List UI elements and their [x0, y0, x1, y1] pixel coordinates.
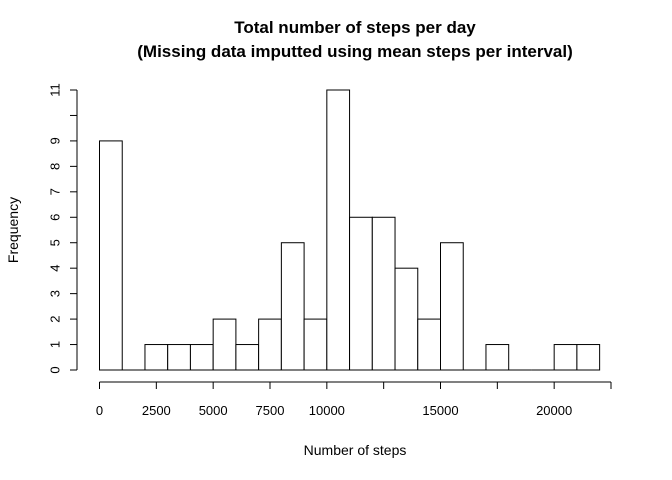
y-axis-label: Frequency [5, 197, 21, 263]
x-tick-label: 10000 [309, 403, 345, 418]
y-tick-label: 6 [48, 214, 63, 221]
y-tick-label: 2 [48, 315, 63, 322]
histogram-bar-4 [189, 344, 214, 371]
y-tick-label: 3 [48, 290, 63, 297]
histogram-bar-8 [280, 242, 305, 371]
y-tick-label: 8 [48, 163, 63, 170]
y-tick-label: 1 [48, 341, 63, 348]
histogram-bar-17 [485, 344, 510, 371]
x-tick-label: 20000 [536, 403, 572, 418]
x-tick-label: 5000 [199, 403, 228, 418]
x-tick-label: 2500 [142, 403, 171, 418]
histogram-bar-20 [553, 344, 578, 371]
y-tick-label: 11 [48, 83, 63, 97]
histogram-bar-11 [349, 216, 373, 371]
x-tick-label: 0 [96, 403, 103, 418]
x-tick-label: 15000 [422, 403, 458, 418]
x-axis: 0 2500 5000 7500 10000 15000 20000 [96, 381, 612, 418]
histogram-bar-5 [212, 318, 237, 371]
histogram-bar-6 [235, 344, 260, 371]
histogram-bar-0 [99, 140, 123, 371]
histogram-bar-3 [167, 344, 191, 371]
y-tick-label: 5 [48, 239, 63, 246]
histogram-bar-12 [371, 216, 396, 371]
y-tick-label: 9 [48, 137, 63, 144]
x-axis-label: Number of steps [304, 442, 407, 458]
histogram-bar-21 [576, 344, 601, 371]
histogram-bar-7 [258, 318, 282, 371]
y-tick-label: 4 [48, 265, 63, 272]
histogram-bar-9 [303, 318, 328, 371]
y-axis: 0 1 2 3 4 5 6 7 8 9 11 [48, 83, 78, 374]
chart-title: Total number of steps per day [234, 18, 476, 37]
y-tick-label: 7 [48, 188, 63, 195]
y-tick-label: 0 [48, 366, 63, 373]
histogram-bar-15 [440, 242, 464, 371]
x-tick-label: 7500 [256, 403, 285, 418]
histogram-bar-13 [394, 267, 419, 371]
histogram-bar-14 [417, 318, 441, 371]
bars-group [99, 89, 601, 371]
chart-subtitle: (Missing data imputted using mean steps … [137, 42, 572, 61]
histogram-bar-2 [144, 344, 169, 371]
histogram-bar-10 [326, 89, 351, 371]
